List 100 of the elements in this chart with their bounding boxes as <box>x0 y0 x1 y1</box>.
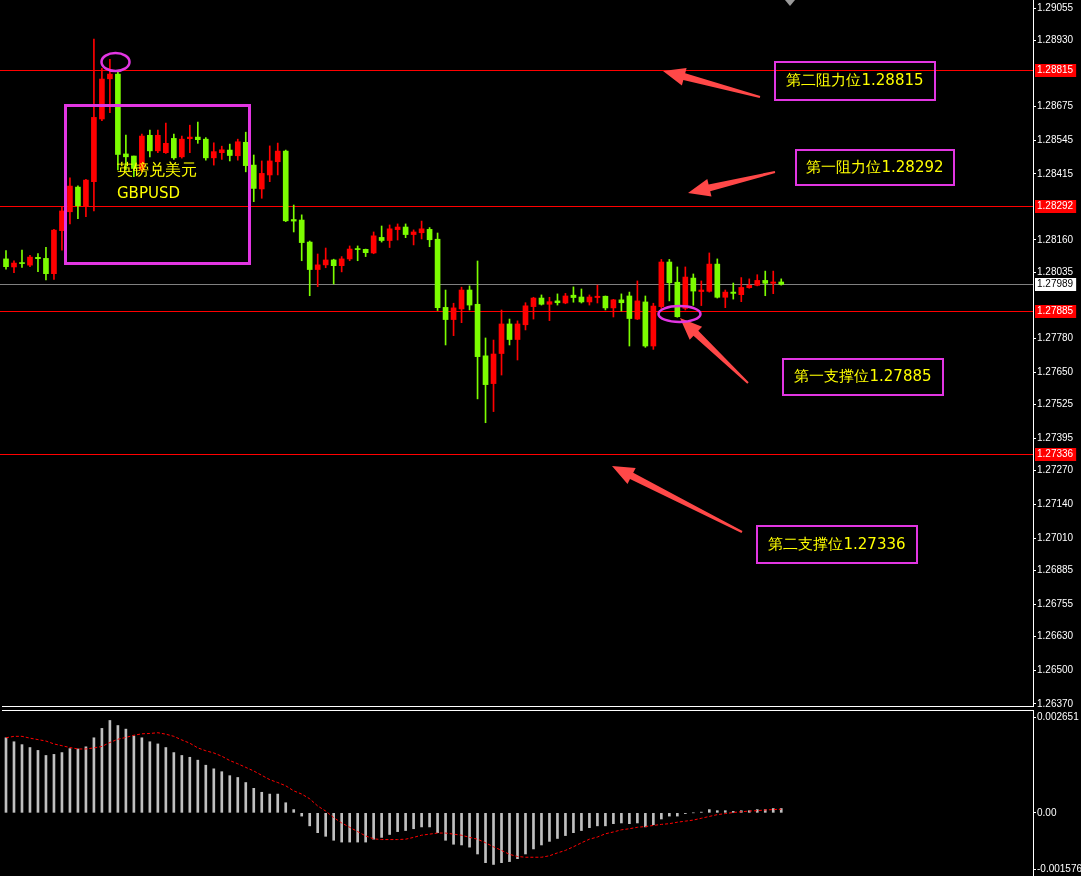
bar <box>707 809 711 813</box>
bar <box>324 813 328 837</box>
y-tick-label: 1.27010 <box>1037 531 1074 543</box>
y-tick-label: 1.28545 <box>1037 133 1074 145</box>
bar <box>556 813 559 839</box>
candlestick <box>194 121 201 144</box>
bar <box>516 813 519 860</box>
y-tick-label: 0.00 <box>1037 806 1057 818</box>
bar <box>500 813 503 863</box>
bar <box>420 813 423 828</box>
bar <box>476 813 479 855</box>
bar <box>723 810 727 813</box>
bar <box>204 764 208 813</box>
bar <box>236 777 240 813</box>
y-tick-label: 1.27395 <box>1037 432 1074 444</box>
bar <box>636 813 639 824</box>
bar <box>284 802 288 813</box>
candlestick <box>770 270 777 294</box>
bar <box>484 813 487 863</box>
bar <box>460 813 463 846</box>
y-tick-label: 1.27270 <box>1037 464 1074 476</box>
candlestick <box>290 204 297 233</box>
bar <box>492 813 495 865</box>
bar <box>620 813 623 824</box>
y-tick-label: 1.28675 <box>1037 100 1074 112</box>
bar <box>580 813 583 831</box>
bar <box>644 813 647 828</box>
y-tick-label: 1.26630 <box>1037 630 1074 642</box>
candlestick <box>35 253 41 272</box>
ref-line-label: 1.28815 <box>1037 64 1074 76</box>
bar <box>212 768 216 813</box>
bar <box>444 813 447 841</box>
y-tick-label: 0.002651 <box>1037 710 1080 722</box>
bar <box>244 782 248 813</box>
bar <box>308 813 312 827</box>
bar <box>604 813 607 827</box>
bar <box>396 813 399 832</box>
y-tick-label: 1.26370 <box>1037 697 1074 709</box>
ref-line-label: 1.27989 <box>1037 278 1074 290</box>
bar <box>436 813 439 834</box>
y-tick-label: 1.28415 <box>1037 167 1074 179</box>
annotation: 第二支撑位1.27336 <box>768 534 906 553</box>
annotation: 第二阻力位1.28815 <box>786 71 924 90</box>
bar <box>180 755 184 813</box>
y-tick-label: 1.27525 <box>1037 398 1074 410</box>
bar <box>316 813 320 834</box>
candlestick <box>698 280 705 306</box>
bar <box>652 813 655 826</box>
bar <box>612 813 615 824</box>
candlestick <box>314 253 321 287</box>
bar <box>548 813 551 842</box>
y-tick-label: 1.27140 <box>1037 498 1074 510</box>
bar <box>276 793 280 813</box>
bar <box>660 813 663 820</box>
bar <box>348 813 351 843</box>
ref-line-label: 1.28292 <box>1037 200 1074 212</box>
bar <box>428 813 431 828</box>
y-tick-label: 1.26885 <box>1037 564 1074 576</box>
bar <box>524 813 527 855</box>
bar <box>388 813 391 835</box>
bar <box>380 813 383 838</box>
bar <box>404 813 407 831</box>
candlestick <box>19 249 25 268</box>
bar <box>220 771 224 813</box>
bar <box>332 813 336 841</box>
candlestick <box>186 124 193 153</box>
y-tick-label: -0.001576 <box>1037 863 1081 875</box>
candlestick <box>730 282 737 300</box>
bar <box>564 813 567 836</box>
line-series <box>5 732 782 858</box>
y-tick-label: 1.27780 <box>1037 332 1074 344</box>
bar <box>771 808 775 813</box>
y-tick-label: 1.28035 <box>1037 266 1074 278</box>
bar <box>540 813 543 846</box>
bar <box>196 759 200 813</box>
candlestick <box>330 258 337 285</box>
bar <box>356 813 359 843</box>
y-tick-label: 1.26755 <box>1037 597 1074 609</box>
bar <box>628 813 631 824</box>
annotation: 第一阻力位1.28292 <box>806 157 944 176</box>
bar <box>532 813 535 850</box>
bar <box>188 756 192 813</box>
bar <box>676 813 679 817</box>
y-tick-label: 1.28160 <box>1037 233 1074 245</box>
annotation: 第一支撑位1.27885 <box>794 367 932 386</box>
bar <box>268 793 272 813</box>
bar <box>779 808 783 813</box>
y-tick-label: 1.28930 <box>1037 34 1074 46</box>
bar <box>364 813 367 843</box>
bar <box>572 813 575 834</box>
y-tick-label: 1.26500 <box>1037 663 1074 675</box>
bar <box>588 813 591 828</box>
bar <box>292 809 296 813</box>
bar <box>228 775 232 813</box>
bar <box>260 791 264 813</box>
bar <box>372 813 375 840</box>
bar <box>252 787 256 813</box>
candlestick <box>762 270 769 297</box>
bar <box>596 813 599 827</box>
ref-line-label: 1.27336 <box>1037 448 1074 460</box>
